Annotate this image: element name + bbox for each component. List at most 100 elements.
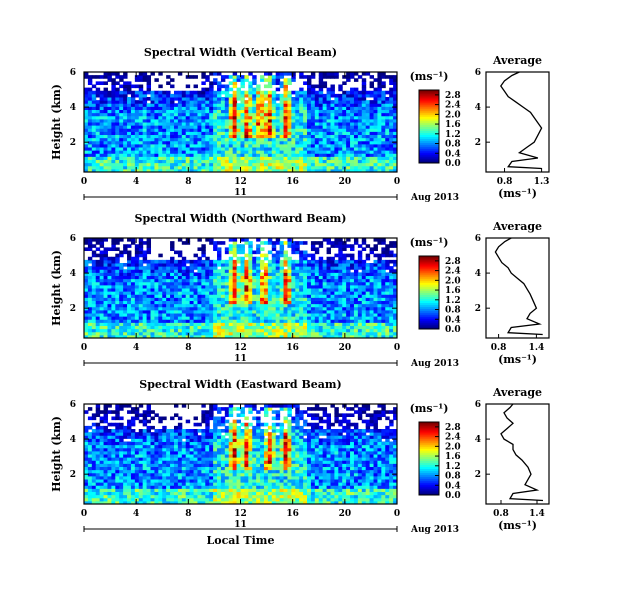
heatmap-cell bbox=[287, 131, 292, 136]
heatmap-cell bbox=[177, 128, 183, 132]
heatmap-cell bbox=[220, 165, 226, 170]
heatmap-cell bbox=[177, 153, 183, 157]
heatmap-cell bbox=[115, 259, 120, 264]
heatmap-cell bbox=[185, 328, 191, 333]
colorbar-step bbox=[419, 122, 439, 125]
heatmap-cell bbox=[267, 291, 273, 295]
heatmap-cell bbox=[193, 266, 198, 270]
heatmap-cell bbox=[220, 162, 226, 167]
heatmap-cell bbox=[299, 319, 304, 323]
heatmap-cell bbox=[99, 103, 105, 107]
heatmap-cell bbox=[111, 491, 116, 496]
heatmap-cell bbox=[385, 100, 390, 104]
heatmap-cell bbox=[357, 272, 363, 277]
heatmap-cell bbox=[338, 253, 343, 258]
heatmap-cell bbox=[334, 106, 339, 111]
heatmap-cell bbox=[307, 325, 312, 330]
heatmap-cell bbox=[287, 244, 292, 248]
heatmap-cell bbox=[91, 300, 97, 305]
heatmap-cell bbox=[217, 291, 222, 295]
heatmap-cell bbox=[260, 263, 265, 267]
heatmap-cell bbox=[115, 291, 120, 295]
heatmap-cell bbox=[283, 118, 288, 123]
heatmap-cell bbox=[299, 306, 304, 311]
heatmap-cell bbox=[99, 168, 105, 173]
heatmap-cell bbox=[146, 131, 152, 136]
heatmap-cell bbox=[201, 259, 206, 264]
heatmap-cell bbox=[322, 168, 328, 173]
heatmap-cell bbox=[295, 153, 300, 157]
heatmap-cell bbox=[361, 137, 367, 142]
heatmap-cell bbox=[217, 316, 222, 320]
heatmap-cell bbox=[115, 266, 120, 270]
heatmap-cell bbox=[103, 450, 108, 455]
heatmap-cell bbox=[115, 162, 120, 167]
heatmap-cell bbox=[138, 288, 144, 292]
heatmap-cell bbox=[322, 128, 328, 132]
heatmap-cell bbox=[197, 150, 202, 154]
heatmap-cell bbox=[248, 93, 253, 98]
heatmap-cell bbox=[342, 275, 347, 280]
heatmap-cell bbox=[338, 100, 343, 104]
heatmap-cell bbox=[232, 156, 238, 161]
heatmap-cell bbox=[228, 93, 234, 98]
heatmap-cell bbox=[205, 140, 210, 145]
heatmap-cell bbox=[271, 147, 277, 151]
heatmap-cell bbox=[213, 316, 218, 320]
heatmap-cell bbox=[181, 331, 187, 336]
heatmap-cell bbox=[99, 319, 105, 323]
heatmap-cell bbox=[127, 269, 132, 273]
heatmap-cell bbox=[318, 134, 324, 139]
heatmap-cell bbox=[95, 494, 101, 499]
heatmap-cell bbox=[95, 497, 101, 502]
heatmap-cell bbox=[158, 269, 163, 273]
heatmap-cell bbox=[127, 87, 132, 92]
heatmap-cell bbox=[111, 466, 116, 471]
heatmap-cell bbox=[220, 284, 226, 289]
heatmap-cell bbox=[134, 156, 140, 161]
heatmap-cell bbox=[279, 72, 285, 76]
heatmap-cell bbox=[236, 284, 241, 289]
heatmap-cell bbox=[115, 100, 120, 104]
heatmap-cell bbox=[103, 81, 108, 86]
heatmap-cell bbox=[217, 84, 222, 89]
heatmap-cell bbox=[303, 90, 308, 95]
heatmap-cell bbox=[361, 125, 367, 129]
heatmap-cell bbox=[248, 297, 253, 302]
heatmap-cell bbox=[240, 328, 245, 333]
heatmap-cell bbox=[87, 125, 93, 129]
heatmap-cell bbox=[103, 103, 108, 107]
heatmap-cell bbox=[154, 109, 159, 114]
heatmap-cell bbox=[162, 100, 167, 104]
heatmap-cell bbox=[248, 128, 253, 132]
heatmap-cell bbox=[248, 263, 253, 267]
heatmap-cell bbox=[357, 128, 363, 132]
heatmap-cell bbox=[283, 253, 288, 258]
heatmap-cell bbox=[87, 275, 93, 280]
heatmap-cell bbox=[154, 153, 159, 157]
heatmap-cell bbox=[95, 81, 101, 86]
heatmap-cell bbox=[154, 316, 159, 320]
heatmap-cell bbox=[91, 150, 97, 154]
heatmap-cell bbox=[213, 162, 218, 167]
heatmap-cell bbox=[240, 137, 245, 142]
heatmap-cell bbox=[91, 168, 97, 173]
heatmap-cell bbox=[275, 72, 281, 76]
heatmap-cell bbox=[240, 263, 245, 267]
heatmap-cell bbox=[240, 109, 245, 114]
heatmap-cell bbox=[170, 297, 175, 302]
heatmap-cell bbox=[95, 241, 101, 245]
heatmap-cell bbox=[87, 140, 93, 145]
heatmap-cell bbox=[361, 115, 367, 120]
heatmap-cell bbox=[95, 325, 101, 330]
heatmap-cell bbox=[142, 300, 148, 305]
heatmap-cell bbox=[271, 331, 277, 336]
heatmap-cell bbox=[107, 429, 112, 433]
heatmap-cell bbox=[381, 281, 386, 286]
heatmap-cell bbox=[111, 137, 116, 142]
heatmap-cell bbox=[244, 100, 249, 104]
heatmap-cell bbox=[123, 278, 128, 283]
heatmap-cell bbox=[142, 159, 148, 164]
heatmap-cell bbox=[275, 256, 281, 261]
heatmap-cell bbox=[127, 147, 132, 151]
